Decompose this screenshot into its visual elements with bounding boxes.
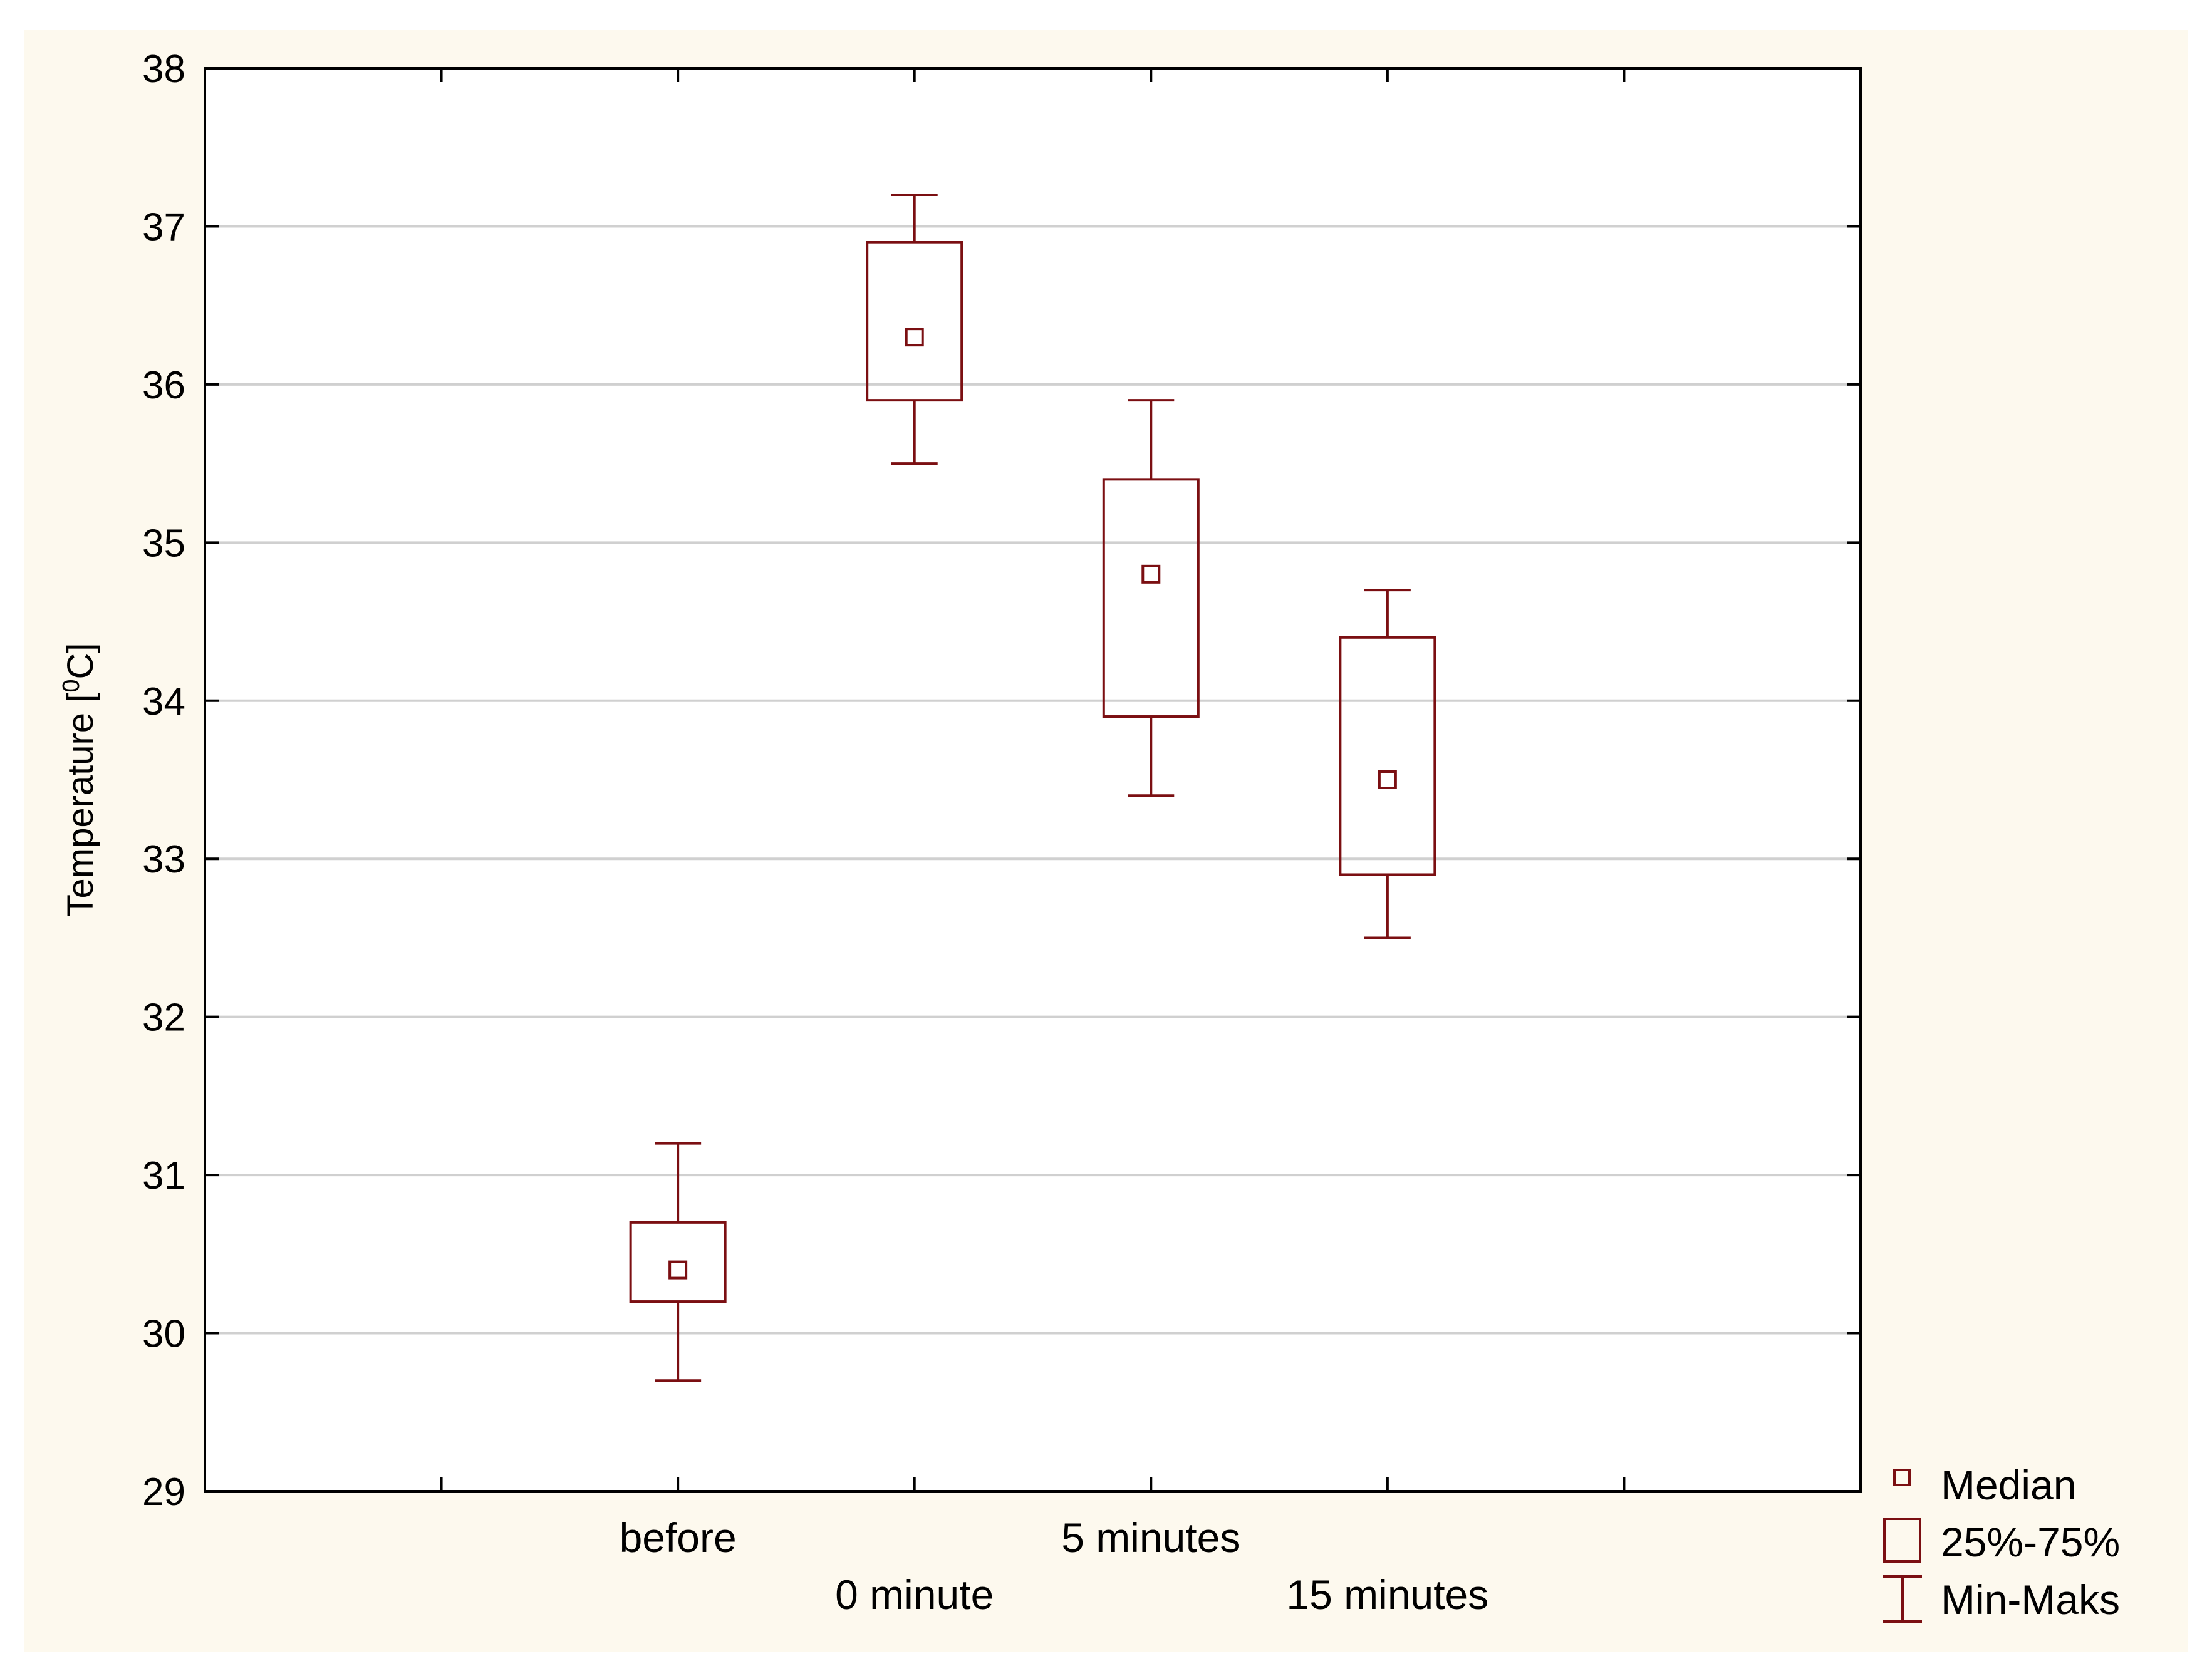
y-tick-label: 36 (142, 364, 185, 407)
legend-whisker-label: Min-Maks (1941, 1576, 2120, 1623)
plot-area (205, 68, 1861, 1491)
plot-frame (204, 67, 1862, 1493)
x-tick-label: 5 minutes (1061, 1514, 1240, 1561)
box-series (629, 193, 1436, 1382)
y-tick-label: 30 (142, 1313, 185, 1356)
y-tick-label: 37 (142, 205, 185, 249)
gridlines (205, 225, 1861, 1335)
y-tick-label: 29 (142, 1471, 185, 1514)
median-marker (1141, 564, 1161, 584)
y-tick-label: 35 (142, 522, 185, 565)
y-tick-labels: 29 30 31 32 33 34 35 36 37 38 (142, 48, 185, 1514)
x-tick-label: before (620, 1514, 737, 1561)
y-axis-label-text: Temperature [ (60, 693, 101, 917)
legend-box-label: 25%-75% (1941, 1519, 2120, 1565)
y-tick-label: 32 (142, 996, 185, 1040)
x-tick-label: 15 minutes (1286, 1571, 1488, 1618)
median-marker (905, 328, 924, 347)
median-marker (1378, 770, 1397, 789)
y-tick-label: 34 (142, 680, 185, 723)
legend: Median 25%-75% Min-Maks (1883, 1462, 2120, 1623)
box-2 (866, 193, 963, 465)
box-3 (1102, 399, 1200, 797)
legend-median-label: Median (1941, 1462, 2076, 1508)
y-tick-label: 38 (142, 48, 185, 91)
iqr-box (1102, 478, 1200, 718)
legend-median-symbol (1893, 1469, 1911, 1486)
iqr-box (629, 1221, 727, 1303)
x-tick-labels: before 0 minute 5 minutes 15 minutes (620, 1514, 1489, 1618)
box-4 (1339, 589, 1436, 939)
x-tick-label: 0 minute (835, 1571, 994, 1618)
iqr-box (866, 241, 963, 402)
box-1 (629, 1142, 727, 1382)
y-axis-label-superscript: 0 (58, 680, 85, 693)
legend-box-symbol (1883, 1518, 1921, 1563)
y-axis-label-unit: C] (60, 643, 101, 680)
legend-whisker-symbol (1883, 1575, 1922, 1623)
y-tick-label: 31 (142, 1154, 185, 1198)
y-tick-label: 33 (142, 838, 185, 881)
iqr-box (1339, 636, 1436, 876)
median-marker (668, 1260, 688, 1280)
y-axis-label: Temperature [0C] (58, 643, 101, 917)
